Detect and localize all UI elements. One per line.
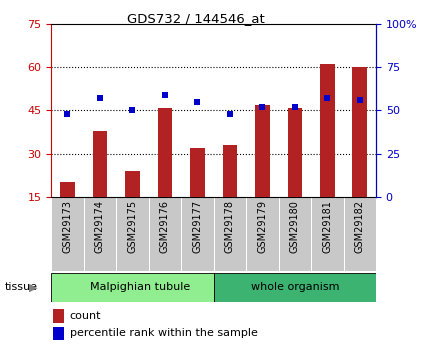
Bar: [352, 67, 367, 197]
Text: GSM29180: GSM29180: [290, 200, 300, 253]
Bar: [84, 197, 116, 271]
Bar: [287, 108, 302, 197]
Point: [64, 111, 71, 117]
Bar: [311, 197, 344, 271]
Bar: [93, 130, 107, 197]
Bar: [51, 273, 214, 302]
Bar: [149, 197, 181, 271]
Text: tissue: tissue: [4, 282, 37, 292]
Point: [291, 104, 299, 110]
Bar: [320, 65, 335, 197]
Text: GSM29179: GSM29179: [257, 200, 267, 253]
Text: ▶: ▶: [29, 282, 38, 292]
Point: [129, 108, 136, 113]
Bar: [190, 148, 205, 197]
Bar: [125, 171, 140, 197]
Bar: [214, 197, 246, 271]
Bar: [51, 197, 84, 271]
Text: whole organism: whole organism: [251, 282, 339, 292]
Text: GSM29182: GSM29182: [355, 200, 365, 253]
Bar: [214, 273, 376, 302]
Bar: [222, 145, 237, 197]
Bar: [53, 327, 64, 340]
Bar: [60, 182, 75, 197]
Bar: [158, 108, 172, 197]
Text: percentile rank within the sample: percentile rank within the sample: [70, 328, 258, 338]
Point: [227, 111, 234, 117]
Bar: [344, 197, 376, 271]
Text: GSM29174: GSM29174: [95, 200, 105, 253]
Point: [356, 97, 364, 103]
Bar: [255, 105, 270, 197]
Text: count: count: [70, 311, 101, 321]
Text: GSM29177: GSM29177: [192, 200, 202, 254]
Bar: [246, 197, 279, 271]
Point: [259, 104, 266, 110]
Point: [194, 99, 201, 105]
Text: GSM29178: GSM29178: [225, 200, 235, 253]
Text: GSM29173: GSM29173: [62, 200, 73, 253]
Text: GSM29175: GSM29175: [127, 200, 138, 254]
Point: [162, 92, 169, 98]
Bar: [53, 309, 64, 323]
Bar: [116, 197, 149, 271]
Point: [324, 96, 331, 101]
Text: GDS732 / 144546_at: GDS732 / 144546_at: [127, 12, 265, 25]
Bar: [279, 197, 311, 271]
Text: GSM29181: GSM29181: [322, 200, 332, 253]
Text: Malpighian tubule: Malpighian tubule: [90, 282, 190, 292]
Bar: [181, 197, 214, 271]
Point: [97, 96, 104, 101]
Text: GSM29176: GSM29176: [160, 200, 170, 253]
